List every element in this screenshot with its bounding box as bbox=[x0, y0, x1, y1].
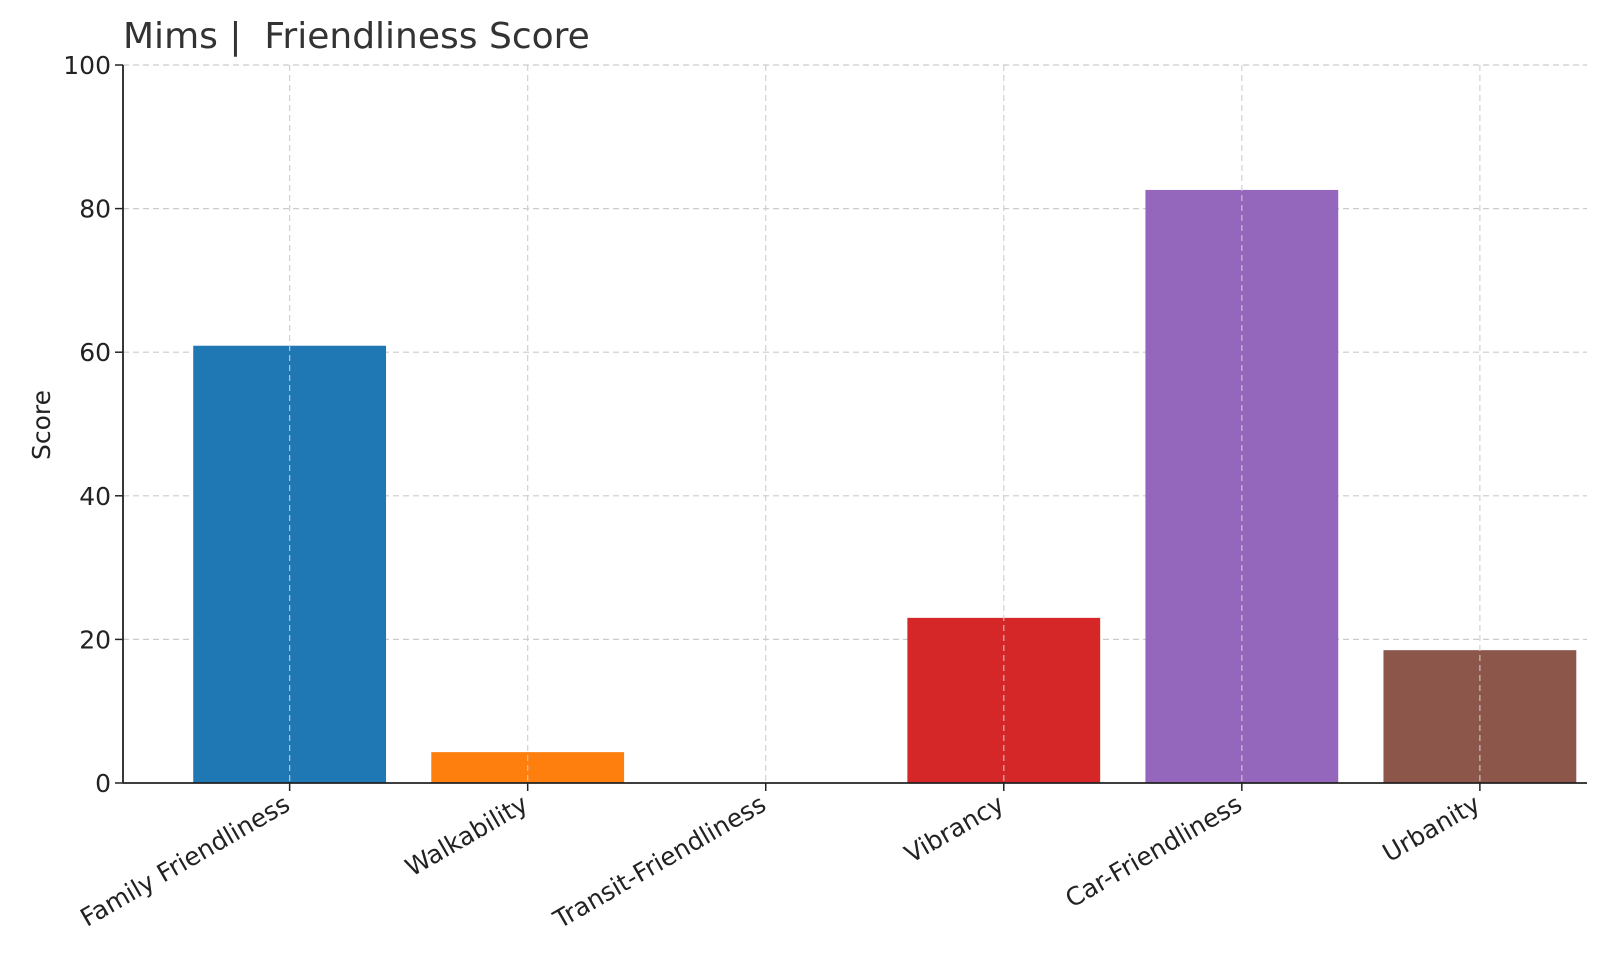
y-tick-label: 40 bbox=[79, 482, 111, 511]
chart-title: Mims | Friendliness Score bbox=[123, 16, 590, 57]
x-tick-label: Car-Friendliness bbox=[1060, 789, 1246, 913]
x-tick-label: Urbanity bbox=[1378, 789, 1485, 868]
y-tick-label: 80 bbox=[79, 195, 111, 224]
bar-layer bbox=[193, 189, 1577, 783]
y-axis-label: Score bbox=[27, 390, 56, 460]
y-tick-label: 20 bbox=[79, 625, 111, 654]
x-tick-label: Transit-Friendliness bbox=[548, 789, 771, 935]
y-tick-label: 100 bbox=[63, 51, 111, 80]
y-tick-label: 60 bbox=[79, 338, 111, 367]
x-tick-label: Vibrancy bbox=[900, 789, 1009, 869]
axis-layer: 0 20 40 60 80 100 bbox=[63, 51, 1587, 798]
x-tick-label: Family Friendliness bbox=[75, 789, 294, 932]
x-tick-label: Walkability bbox=[400, 789, 532, 882]
y-tick-label: 0 bbox=[95, 769, 111, 798]
